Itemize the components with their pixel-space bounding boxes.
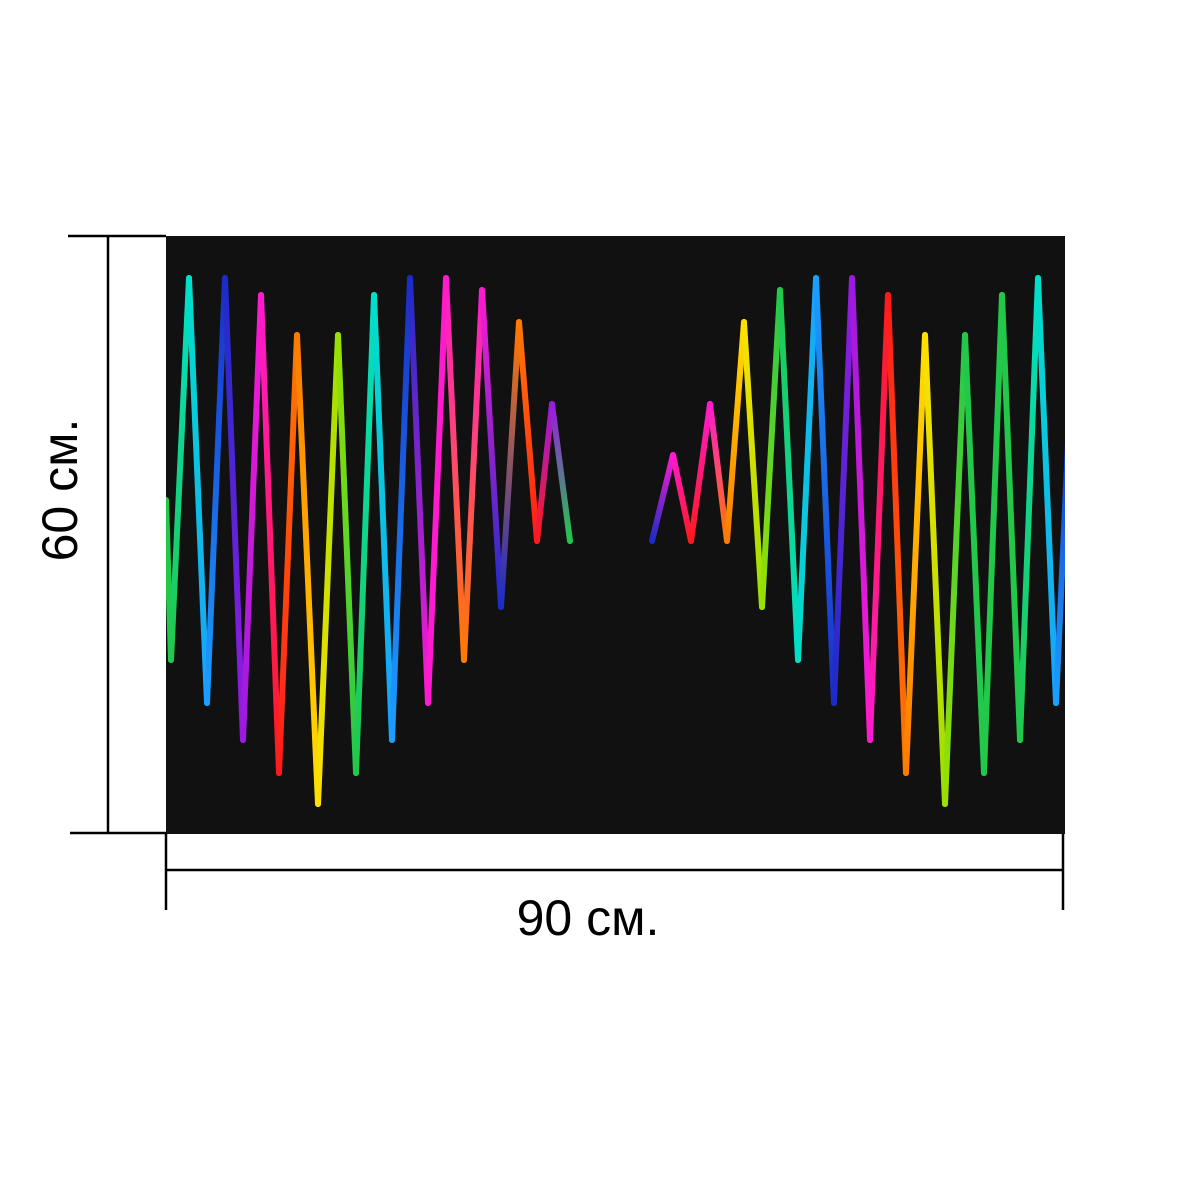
wave-segment — [353, 292, 377, 776]
rainbow-heartbeat-wave — [166, 275, 1065, 807]
wave-segment — [1017, 275, 1041, 743]
wave-segment — [534, 401, 555, 544]
wave-segment — [724, 319, 747, 544]
wave-segment — [795, 275, 819, 663]
wave-segment — [942, 332, 968, 807]
wave-segment — [813, 275, 837, 706]
wave-segment — [371, 292, 395, 743]
wave-segment — [759, 287, 783, 610]
wave-segment — [867, 292, 891, 743]
wave-segment — [903, 332, 928, 776]
wave-segment — [849, 275, 873, 743]
height-dimension — [68, 234, 166, 835]
print-background — [166, 236, 1065, 834]
wave-segment — [516, 319, 540, 544]
wave-segment — [885, 292, 909, 776]
wave-segment — [258, 292, 282, 776]
wave-segment — [461, 287, 485, 663]
wave-segment — [831, 275, 855, 706]
wave-segment — [707, 401, 730, 544]
print-artwork — [166, 236, 1065, 834]
wave-segment — [315, 332, 341, 807]
wave-segment — [741, 319, 765, 610]
wave-segment — [443, 275, 467, 663]
wave-segment — [204, 275, 228, 706]
wave-segment — [999, 292, 1023, 743]
wave-segment — [168, 275, 192, 663]
wave-segment — [294, 332, 321, 807]
wave-segment — [688, 401, 713, 544]
wave-segment — [1035, 275, 1059, 706]
wave-segment — [498, 319, 522, 610]
wave-segment — [777, 287, 801, 663]
wave-segment — [276, 332, 300, 776]
wave-segment — [1053, 443, 1065, 706]
wave-segment — [240, 292, 264, 743]
wave-segment — [922, 332, 948, 807]
wave-segment — [425, 275, 449, 706]
wave-segment — [479, 287, 504, 610]
width-dimension — [164, 834, 1065, 910]
wave-segment — [389, 275, 413, 743]
wave-segment — [649, 452, 676, 544]
wave-segment — [335, 332, 359, 776]
wave-segment — [186, 275, 210, 706]
width-label: 90 см. — [516, 890, 660, 946]
wave-segment — [222, 275, 246, 743]
wave-segment — [407, 275, 431, 706]
wave-segment — [549, 401, 573, 544]
height-label: 60 см. — [32, 418, 88, 562]
wave-segment — [962, 332, 987, 776]
wave-segment — [981, 292, 1005, 776]
wave-segment — [670, 452, 694, 544]
